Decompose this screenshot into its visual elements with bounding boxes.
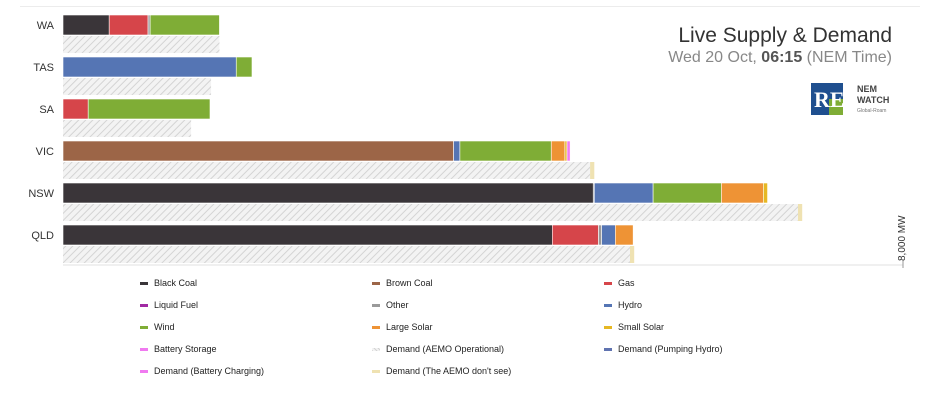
- demand-tas-demand-aemo-operational[interactable]: [63, 78, 212, 95]
- bar-vic-small-solar[interactable]: [564, 140, 568, 162]
- bar-qld-black-coal[interactable]: [62, 224, 553, 246]
- legend-item-demand-battery-charging[interactable]: Demand (Battery Charging): [140, 366, 264, 376]
- legend-label: Liquid Fuel: [154, 300, 199, 310]
- bar-qld-gas[interactable]: [551, 224, 599, 246]
- legend-label: Demand (The AEMO don't see): [386, 366, 512, 376]
- legend-item-demand-aemo-operational[interactable]: Demand (AEMO Operational): [372, 344, 504, 354]
- bar-nsw-wind[interactable]: [652, 182, 722, 204]
- region-label-wa: WA: [37, 20, 55, 32]
- demand-vic-demand-aemo-operational[interactable]: [63, 162, 591, 179]
- subtitle-date: Wed 20 Oct,: [668, 49, 762, 66]
- bar-vic-brown-coal[interactable]: [62, 140, 454, 162]
- demand-sa-demand-aemo-operational[interactable]: [63, 120, 192, 137]
- legend-item-large-solar[interactable]: Large Solar: [372, 322, 433, 332]
- bar-sa-gas[interactable]: [62, 98, 89, 120]
- legend-item-other[interactable]: Other: [372, 300, 409, 310]
- legend-label: Large Solar: [386, 322, 433, 332]
- bar-vic-wind[interactable]: [459, 140, 552, 162]
- bar-qld-large-solar[interactable]: [614, 224, 634, 246]
- legend-swatch: [140, 325, 148, 329]
- bar-tas-hydro[interactable]: [62, 56, 237, 78]
- subtitle-time: 06:15: [761, 49, 803, 66]
- legend-swatch: [140, 303, 148, 307]
- legend-swatch: [372, 281, 380, 285]
- legend-item-hydro[interactable]: Hydro: [604, 300, 642, 310]
- legend-label: Other: [386, 300, 409, 310]
- bar-sa-wind[interactable]: [87, 98, 211, 120]
- bar-nsw-black-coal[interactable]: [62, 182, 594, 204]
- bar-wa-other[interactable]: [147, 14, 151, 36]
- region-label-nsw: NSW: [28, 188, 54, 200]
- legend-label: Small Solar: [618, 322, 665, 332]
- legend-item-gas[interactable]: Gas: [604, 278, 635, 288]
- demand-nsw-demand-aemo-operational[interactable]: [63, 204, 798, 221]
- bar-qld-other[interactable]: [598, 224, 602, 246]
- legend-item-battery-storage[interactable]: Battery Storage: [140, 344, 217, 354]
- chart-subtitle: Wed 20 Oct, 06:15 (NEM Time): [668, 49, 892, 67]
- legend-swatch: [604, 325, 612, 329]
- nemwatch-logo-line1: NEM: [857, 84, 877, 94]
- region-label-tas: TAS: [33, 62, 54, 74]
- demand-qld-demand-the-aemo-don-t-see[interactable]: [630, 246, 635, 263]
- region-label-sa: SA: [39, 104, 54, 116]
- bar-qld-hydro[interactable]: [601, 224, 616, 246]
- demand-wa-demand-aemo-operational[interactable]: [63, 36, 220, 53]
- legend-label: Brown Coal: [386, 278, 433, 288]
- legend-label: Battery Storage: [154, 344, 217, 354]
- legend-swatch: [604, 281, 612, 285]
- legend-label: Gas: [618, 278, 635, 288]
- bar-vic-hydro[interactable]: [453, 140, 461, 162]
- bar-vic-battery-storage[interactable]: [566, 140, 571, 162]
- legend-swatch: [372, 325, 380, 329]
- bar-vic-large-solar[interactable]: [550, 140, 566, 162]
- rne-logo-text: RE: [814, 87, 843, 112]
- region-label-qld: QLD: [31, 230, 54, 242]
- nemwatch-logo-line3: Global-Roam: [857, 108, 886, 114]
- legend-item-small-solar[interactable]: Small Solar: [604, 322, 664, 332]
- legend-item-demand-the-aemo-don-t-see[interactable]: Demand (The AEMO don't see): [372, 366, 511, 376]
- legend-swatch: [140, 281, 148, 285]
- legend-swatch: [372, 347, 380, 351]
- legend-item-demand-pumping-hydro[interactable]: Demand (Pumping Hydro): [604, 344, 723, 354]
- rne-logo[interactable]: RE: [811, 83, 843, 115]
- legend-label: Hydro: [618, 300, 643, 310]
- bar-wa-gas[interactable]: [108, 14, 149, 36]
- legend-label: Demand (Battery Charging): [154, 366, 265, 376]
- bar-nsw-large-solar[interactable]: [721, 182, 764, 204]
- legend-swatch: [372, 303, 380, 307]
- legend-label: Demand (Pumping Hydro): [618, 344, 723, 354]
- subtitle-timezone: (NEM Time): [802, 49, 892, 66]
- legend-item-brown-coal[interactable]: Brown Coal: [372, 278, 433, 288]
- bar-nsw-small-solar[interactable]: [763, 182, 768, 204]
- bar-wa-black-coal[interactable]: [62, 14, 110, 36]
- bar-wa-wind[interactable]: [149, 14, 220, 36]
- chart-title: Live Supply & Demand: [678, 24, 892, 47]
- legend-swatch: [604, 347, 612, 351]
- demand-nsw-demand-the-aemo-don-t-see[interactable]: [798, 204, 803, 221]
- legend-item-liquid-fuel[interactable]: Liquid Fuel: [140, 300, 198, 310]
- legend-swatch: [604, 303, 612, 307]
- demand-vic-demand-the-aemo-don-t-see[interactable]: [590, 162, 595, 179]
- legend-swatch: [372, 369, 380, 373]
- region-label-vic: VIC: [36, 146, 54, 158]
- bar-nsw-hydro[interactable]: [593, 182, 654, 204]
- top-divider: [20, 6, 920, 7]
- nemwatch-logo[interactable]: NEM WATCH Global-Roam: [853, 81, 897, 117]
- legend-item-wind[interactable]: Wind: [140, 322, 175, 332]
- legend-swatch: [140, 347, 148, 351]
- legend-swatch: [140, 369, 148, 373]
- legend-item-black-coal[interactable]: Black Coal: [140, 278, 197, 288]
- bar-tas-wind[interactable]: [235, 56, 253, 78]
- legend-label: Wind: [154, 322, 175, 332]
- demand-qld-demand-aemo-operational[interactable]: [63, 246, 630, 263]
- legend-label: Black Coal: [154, 278, 198, 288]
- legend-label: Demand (AEMO Operational): [386, 344, 505, 354]
- x-axis-max-label: 8,000 MW: [897, 215, 908, 261]
- nemwatch-logo-line2: WATCH: [857, 95, 889, 105]
